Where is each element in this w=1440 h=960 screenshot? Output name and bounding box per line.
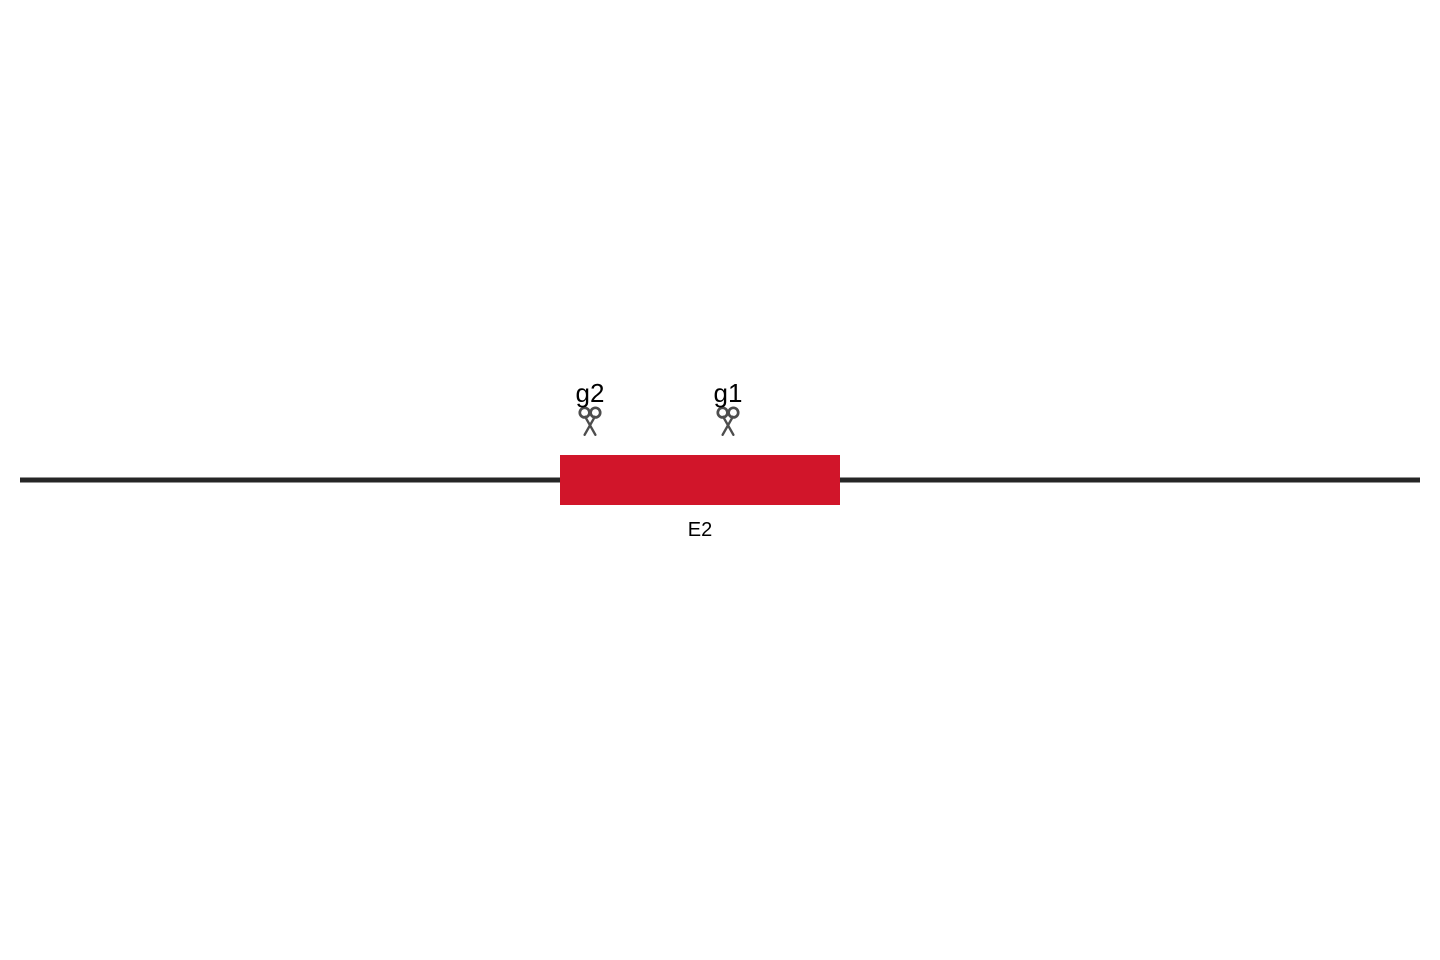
exon-label: E2 (688, 519, 712, 542)
guide-label-g2: g2 (576, 378, 605, 409)
label-layer: g2 g1 E2 (0, 0, 1440, 960)
guide-label-g1: g1 (714, 378, 743, 409)
